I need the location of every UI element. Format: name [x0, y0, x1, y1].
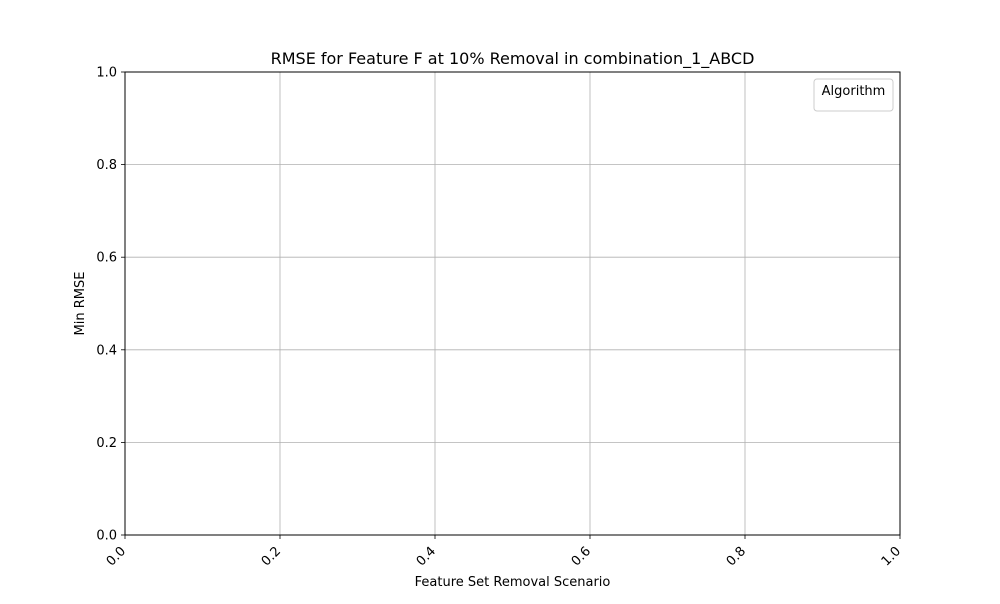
chart-title: RMSE for Feature F at 10% Removal in com… — [271, 49, 755, 69]
x-tick-label: 0.6 — [569, 544, 594, 569]
x-axis-label: Feature Set Removal Scenario — [415, 575, 611, 590]
x-tick-label: 0.4 — [414, 544, 439, 569]
y-tick-label: 0.0 — [96, 529, 117, 544]
y-tick-label: 0.8 — [96, 158, 117, 173]
y-tick-label: 1.0 — [96, 66, 117, 81]
legend: Algorithm — [813, 78, 894, 112]
y-tick-label: 0.2 — [96, 436, 117, 451]
y-axis-label: Min RMSE — [73, 272, 88, 336]
x-tick-label: 0.0 — [104, 544, 129, 569]
x-tick-label: 0.2 — [259, 544, 284, 569]
legend-title: Algorithm — [822, 84, 886, 99]
y-tick-label: 0.6 — [96, 251, 117, 266]
y-axis: 0.0 0.2 0.4 0.6 0.8 1.0 — [96, 66, 125, 544]
x-axis: 0.0 0.2 0.4 0.6 0.8 1.0 — [104, 535, 904, 569]
y-tick-label: 0.4 — [96, 343, 117, 358]
x-tick-label: 1.0 — [879, 544, 904, 569]
x-tick-label: 0.8 — [724, 544, 749, 569]
plot-area-frame — [124, 71, 901, 536]
legend-box — [813, 78, 894, 112]
grid-layer — [124, 71, 901, 536]
